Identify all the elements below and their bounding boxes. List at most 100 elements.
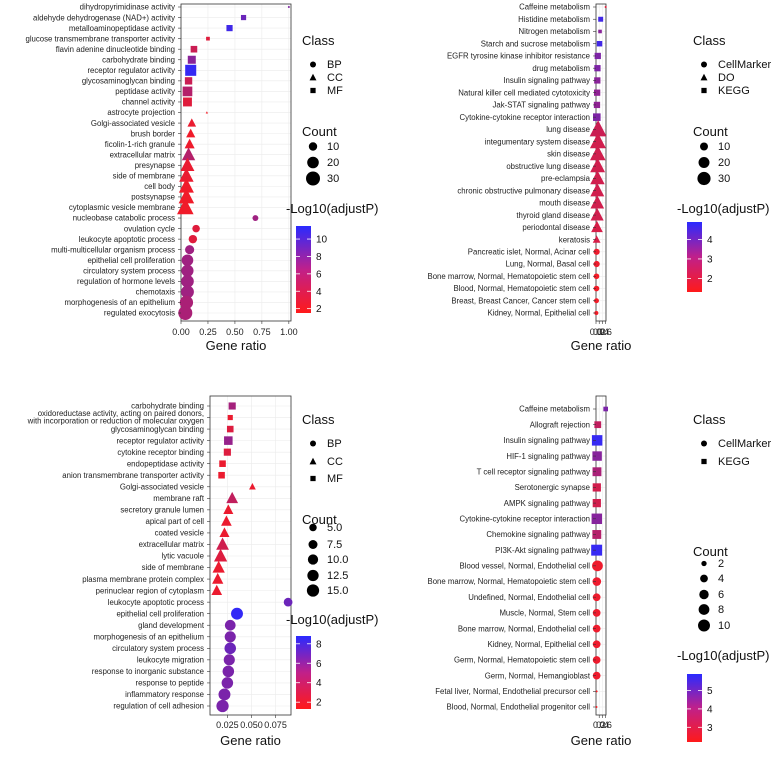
legend-count-symbol [306, 171, 320, 186]
y-tick-label-line: Pancreatic islet, Normal, Acinar cell [468, 248, 590, 257]
y-tick-label-line: brush border [131, 129, 176, 138]
x-tick-label: 0.2 [593, 327, 606, 337]
y-tick-label-line: Histidine metabolism [518, 15, 590, 24]
data-point [186, 128, 196, 138]
y-tick-label-line: Fetal liver, Normal, Endothelial precurs… [435, 687, 590, 696]
legend-count-symbol [697, 171, 711, 186]
data-point [603, 406, 609, 412]
data-points [211, 402, 293, 713]
legend-class-symbol [310, 475, 316, 482]
y-tick-label-line: Golgi-associated vesicle [120, 482, 204, 491]
data-point [185, 64, 197, 76]
y-tick-label-line: regulation of cell adhesion [113, 702, 204, 711]
legend-color-title: -Log10(adjustP) [286, 201, 379, 216]
legend-count-label: 4 [718, 573, 724, 585]
chart-panel-bottom-right: Caffeine metabolism Allograft rejection In… [428, 395, 772, 748]
data-point [179, 295, 194, 310]
y-tick-label: Breast, Breast Cancer, Cancer stem cell [451, 296, 590, 305]
y-tick-label-line: lung disease [546, 125, 590, 134]
data-point [192, 224, 200, 233]
legend-class-label: CellMarker [718, 59, 772, 71]
y-tick-label: plasma membrane protein complex [82, 575, 204, 584]
y-tick-label: brush border [131, 129, 176, 138]
legend-color-label: 4 [707, 235, 713, 246]
y-tick-label-line: Germ, Normal, Hemangioblast [485, 671, 591, 680]
x-axis-label: Gene ratio [220, 733, 281, 748]
data-point [592, 467, 602, 477]
y-tick-label: receptor regulator activity [116, 436, 204, 445]
y-tick-label: PI3K-Akt signaling pathway [495, 546, 590, 555]
data-point [592, 624, 601, 633]
legend-count-symbol [698, 157, 710, 168]
x-tick-label: 0.050 [240, 720, 263, 730]
legend-class-label: CC [327, 456, 343, 468]
data-point [252, 215, 259, 221]
legend-color-label: 4 [316, 678, 322, 689]
data-point [218, 471, 225, 479]
x-axis-label: Gene ratio [571, 733, 632, 748]
data-point [221, 677, 234, 689]
legend-count-label: 6 [718, 589, 724, 601]
y-tick-label-line: Germ, Normal, Hematopoietic stem cell [454, 656, 590, 665]
y-tick-label: EGFR tyrosine kinase inhibitor resistanc… [447, 52, 590, 61]
data-point [231, 607, 243, 620]
y-tick-label-line: regulated exocytosis [104, 309, 175, 318]
legend-class-label: CC [327, 72, 343, 84]
x-tick-label: 0.4 [596, 720, 609, 730]
y-tick-label-line: leukocyte apoptotic process [108, 598, 204, 607]
y-tick-label: postsynapse [131, 193, 175, 202]
y-tick-label-line: chronic obstructive pulmonary disease [457, 186, 590, 195]
legend-class-symbol [310, 440, 316, 447]
data-point [589, 145, 606, 161]
data-point [592, 560, 603, 572]
y-tick-label-line: circulatory system process [112, 644, 204, 653]
y-tick-label: channel activity [122, 98, 175, 107]
data-point [205, 111, 209, 114]
y-tick-label: gland development [138, 621, 205, 630]
data-point [185, 245, 195, 255]
legend-count-label: 20 [327, 157, 339, 169]
y-tick-label-line: thyroid gland disease [516, 211, 590, 220]
data-point [592, 671, 601, 680]
data-point [593, 89, 601, 96]
y-tick-label-line: Nitrogen metabolism [518, 27, 590, 36]
legend-count-label: 10.0 [327, 554, 348, 566]
y-tick-label: Insulin signaling pathway [503, 76, 590, 85]
legend-class-label: BP [327, 438, 342, 450]
y-tick-label-line: Insulin signaling pathway [503, 436, 590, 445]
data-point [592, 640, 601, 649]
data-point [594, 421, 602, 429]
legend-class-label: DO [718, 72, 735, 84]
y-tick-label-line: morphogenesis of an epithelium [64, 298, 175, 307]
y-tick-label: Golgi-associated vesicle [120, 482, 204, 491]
legend-count-symbol [700, 142, 708, 151]
data-point [287, 6, 290, 8]
x-tick-label: 0.4 [596, 327, 609, 337]
y-tick-label-line: cytoplasmic vesicle membrane [69, 203, 175, 212]
data-point [595, 690, 598, 693]
plot-frame [209, 395, 292, 716]
y-tick-label-line: Blood, Normal, Hematopoietic stem cell [454, 284, 591, 293]
y-tick-label: Starch and sucrose metabolism [481, 39, 590, 48]
y-tick-label-line: circulatory system process [83, 266, 175, 275]
legend-count-label: 10 [327, 141, 339, 153]
x-tick-label: 0.025 [216, 720, 239, 730]
data-point [219, 460, 226, 467]
data-point [181, 285, 194, 299]
data-point [219, 527, 230, 538]
y-tick-label: Bone marrow, Normal, Hematopoietic stem … [428, 272, 591, 281]
y-tick-label-line: pre-eclampsia [541, 174, 591, 183]
y-tick-label: nucleobase catabolic process [73, 214, 175, 223]
data-point [224, 642, 237, 655]
y-tick-label-line: Blood vessel, Normal, Endothelial cell [460, 562, 591, 571]
y-tick-label: cytokine receptor binding [117, 448, 204, 457]
y-tick-label: obstructive lung disease [506, 162, 590, 171]
data-point [226, 491, 239, 504]
y-tick-label: Caffeine metabolism [519, 405, 590, 414]
y-tick-label: T cell receptor signaling pathway [477, 467, 591, 476]
data-point [190, 45, 198, 53]
